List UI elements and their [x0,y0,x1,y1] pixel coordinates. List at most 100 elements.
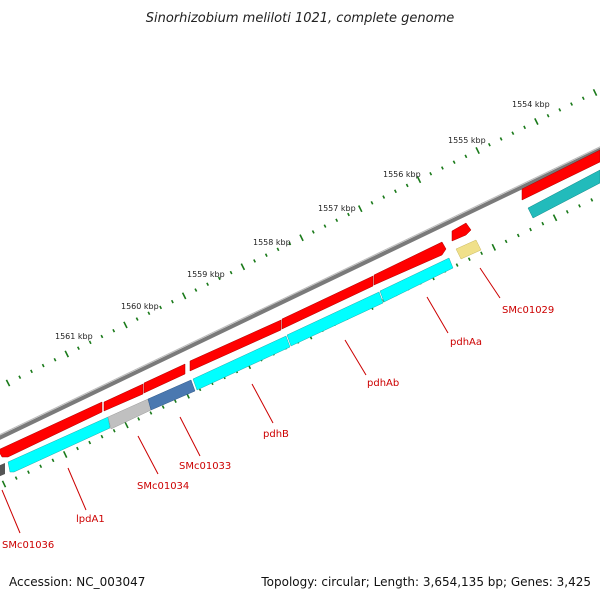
kbp-label: 1558 kbp [253,238,291,247]
scale-tick [480,251,484,256]
gene-feature-dark[interactable] [0,463,5,477]
scale-tick [565,210,569,214]
topology-text: Topology: circular; Length: 3,654,135 bp… [260,575,591,589]
scale-tick [487,142,491,147]
gene-label[interactable]: lpdA1 [76,514,105,525]
cds-feature[interactable] [143,363,186,394]
rna-feature[interactable] [455,239,482,260]
scale-tick [464,154,468,159]
scale-tick [137,417,141,421]
scale-tick [240,263,246,271]
scale-tick [455,263,459,267]
label-leaders [1,267,501,534]
gene-label[interactable]: SMc01033 [179,461,231,472]
scale-tick [62,450,68,458]
accession-text: Accession: NC_003047 [9,575,145,589]
gene-feature-selected[interactable] [147,379,196,411]
cds-features [0,149,600,458]
cds-feature[interactable] [451,222,472,242]
scale-tick [570,102,574,106]
scale-tick [149,411,153,415]
kbp-label: 1561 kbp [55,332,93,341]
scale-tick [30,369,33,374]
gene-feature-dark[interactable] [527,169,600,219]
scale-tick [112,328,116,333]
cds-feature[interactable] [281,275,374,330]
scale-tick [511,131,515,135]
scale-tick [1,480,7,488]
scale-tick [592,88,598,96]
scale-tick [299,234,304,242]
scale-tick [541,221,545,226]
scale-tick [558,108,562,112]
scale-tick [39,464,43,469]
map-title: Sinorhizobium meliloti 1021, complete ge… [146,11,455,26]
scale-tick [181,292,187,300]
scale-tick [491,243,497,251]
gene-feature[interactable] [192,335,291,391]
scale-tick [51,458,55,463]
gene-label[interactable]: SMc01029 [502,305,554,316]
kbp-label: 1560 kbp [121,302,159,311]
scale-tick [335,218,339,223]
kbp-label: 1555 kbp [448,136,486,145]
scale-tick [440,166,444,170]
scale-tick [452,160,456,164]
outer-scale-ticks [5,88,598,387]
scale-tick [323,224,327,228]
genome-backbone-highlight [0,146,600,436]
scale-tick [264,253,268,257]
cds-feature[interactable] [373,241,447,286]
scale-tick [124,421,129,429]
scale-tick [311,230,315,234]
scale-tick [475,147,480,155]
gene-label[interactable]: pdhB [263,429,289,440]
scale-tick [504,239,508,244]
scale-tick [88,340,92,345]
scale-tick [534,118,539,125]
scale-tick [382,195,386,199]
gene-label[interactable]: pdhAa [450,337,482,348]
scale-tick [18,375,22,379]
gene-feature[interactable] [379,257,454,303]
scale-tick [170,299,174,304]
cds-feature[interactable] [103,383,144,412]
scale-tick [581,96,585,101]
kbp-label: 1557 kbp [318,204,356,213]
scale-tick [516,233,520,238]
gene-label[interactable]: pdhAb [367,378,399,389]
kbp-labels: 1554 kbp 1555 kbp 1556 kbp 1557 kbp 1558… [55,100,550,341]
gene-label[interactable]: SMc01036 [2,540,54,551]
scale-tick [590,198,594,202]
kbp-label: 1554 kbp [512,100,550,109]
scale-tick [288,241,292,246]
gene-labels: SMc01029 pdhAa pdhAb pdhB SMc01033 SMc01… [2,305,554,551]
scale-tick [159,305,163,310]
scale-tick [206,282,210,286]
scale-tick [135,317,139,321]
gene-feature[interactable] [286,291,384,347]
genome-backbone [0,147,600,440]
scale-tick [76,446,79,451]
scale-tick [76,346,80,350]
scale-tick [100,334,104,339]
scale-tick [276,247,280,252]
scale-tick [229,270,233,275]
scale-tick [393,189,397,194]
kbp-label: 1559 kbp [187,270,225,279]
scale-tick [467,257,471,261]
gene-feature[interactable] [7,416,111,473]
scale-tick [5,379,11,387]
cds-feature[interactable] [189,319,282,372]
cds-feature[interactable] [0,401,103,458]
scale-tick [217,276,221,281]
gene-label[interactable]: SMc01034 [137,481,189,492]
scale-tick [194,288,198,292]
cds-feature[interactable] [521,149,600,201]
scale-tick [253,259,257,263]
scale-tick [53,357,57,362]
scale-tick [357,205,363,213]
scale-tick [370,201,374,205]
gene-features [0,169,600,477]
